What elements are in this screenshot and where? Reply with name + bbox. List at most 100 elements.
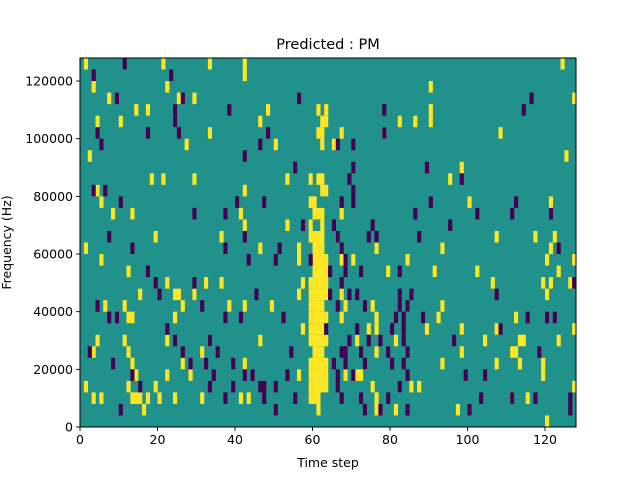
heatmap-cell-high [432, 265, 437, 278]
heatmap-cell-low [366, 334, 371, 347]
heatmap-cell-low [362, 403, 368, 416]
heatmap-cell-high [269, 300, 275, 312]
heatmap-cell-high [165, 81, 170, 93]
heatmap-cell-high [459, 323, 464, 335]
heatmap-cell-high [103, 300, 108, 312]
heatmap-cell-low [231, 380, 236, 393]
heatmap-cell-high [242, 357, 247, 370]
heatmap-cell-high [459, 346, 464, 358]
heatmap-cell-low [343, 265, 348, 278]
heatmap-cell-high [324, 184, 329, 197]
heatmap-cell-high [312, 254, 317, 266]
heatmap-cell-high [316, 369, 321, 381]
heatmap-cell-low [339, 277, 344, 289]
heatmap-cell-high [238, 207, 244, 220]
heatmap-cell-low [397, 288, 402, 301]
heatmap-cell-high [316, 403, 321, 416]
heatmap-cell-high [514, 346, 519, 358]
x-tick-label: 20 [150, 432, 166, 447]
heatmap-cell-high [126, 311, 131, 324]
heatmap-cell-low [262, 380, 267, 393]
y-tick-label: 80000 [33, 189, 73, 204]
heatmap-cell-high [320, 219, 325, 231]
heatmap-cell-high [122, 334, 127, 347]
heatmap-cell-high [572, 92, 577, 105]
heatmap-cell-high [316, 230, 321, 243]
heatmap-cell-low [568, 403, 573, 416]
heatmap-cell-low [498, 323, 503, 335]
heatmap-cell-high [312, 242, 317, 255]
heatmap-cell-high [320, 127, 325, 139]
heatmap-cell-low [293, 161, 298, 174]
heatmap-cell-high [440, 242, 445, 255]
heatmap-cell-high [316, 334, 321, 347]
heatmap-cell-high [320, 207, 325, 220]
heatmap-cell-high [405, 254, 410, 266]
heatmap-cell-high [126, 380, 131, 393]
heatmap-cell-high [564, 150, 569, 162]
heatmap-cell-high [339, 254, 344, 266]
heatmap-cell-low [246, 254, 251, 266]
heatmap-cell-high [165, 277, 170, 289]
heatmap-cell-high [428, 104, 433, 116]
heatmap-cell-low [424, 161, 430, 174]
heatmap-cell-high [138, 392, 143, 404]
heatmap-cell-high [207, 127, 213, 139]
heatmap-cell-low [130, 242, 135, 255]
heatmap-cell-high [448, 173, 453, 185]
heatmap-cell-high [111, 207, 116, 220]
heatmap-cell-low [188, 357, 193, 370]
heatmap-cell-low [254, 288, 259, 301]
heatmap-cell-high [320, 357, 325, 370]
heatmap-cell-low [153, 277, 158, 289]
heatmap-cell-low [223, 207, 228, 220]
heatmap-cell-high [312, 288, 317, 301]
heatmap-cell-high [572, 323, 577, 335]
heatmap-cell-high [99, 196, 104, 208]
heatmap-cell-low [87, 346, 92, 358]
heatmap-cell-low [525, 311, 530, 324]
heatmap-cell-high [176, 288, 182, 301]
heatmap-cell-low [331, 219, 337, 231]
heatmap-cell-high [320, 254, 325, 266]
heatmap-cell-high [312, 323, 317, 335]
heatmap-cell-low [145, 127, 151, 139]
heatmap-cell-low [277, 242, 282, 255]
heatmap-cell-low [405, 346, 410, 358]
heatmap-cell-low [359, 265, 364, 278]
heatmap-cell-high [366, 323, 371, 335]
heatmap-cell-high [99, 254, 104, 266]
heatmap-cell-low [192, 277, 197, 289]
heatmap-cell-high [428, 81, 433, 93]
heatmap-cell-high [339, 288, 344, 301]
heatmap-cell-low [545, 311, 550, 324]
heatmap-cell-low [448, 219, 453, 231]
heatmap-cell-high [173, 288, 178, 301]
heatmap-cell-high [316, 265, 321, 278]
heatmap-cell-high [308, 288, 313, 301]
heatmap-cell-high [525, 392, 530, 404]
heatmap-cell-high [134, 104, 139, 116]
x-tick-label: 40 [227, 432, 243, 447]
heatmap-cell-low [370, 219, 375, 231]
heatmap-cell-low [192, 207, 197, 220]
heatmap-cell-low [173, 334, 178, 347]
heatmap-cell-low [475, 207, 480, 220]
heatmap-cell-high [285, 173, 290, 185]
heatmap-cell-high [219, 277, 224, 289]
heatmap-cell-high [339, 207, 344, 220]
heatmap-cell-high [157, 392, 162, 404]
heatmap-cell-low [324, 323, 329, 335]
heatmap-cell-low [366, 230, 371, 243]
heatmap-cell-low [355, 288, 360, 301]
heatmap-cell-low [537, 346, 542, 358]
heatmap-cell-high [316, 173, 321, 185]
heatmap-cell-high [91, 392, 96, 404]
heatmap-cell-high [316, 104, 321, 116]
heatmap-cell-high [130, 392, 135, 404]
heatmap-cell-low [362, 357, 368, 370]
heatmap-cell-low [533, 392, 538, 404]
heatmap-cell-low [382, 104, 387, 116]
heatmap-cell-high [413, 115, 418, 128]
heatmap-cell-high [316, 207, 321, 220]
